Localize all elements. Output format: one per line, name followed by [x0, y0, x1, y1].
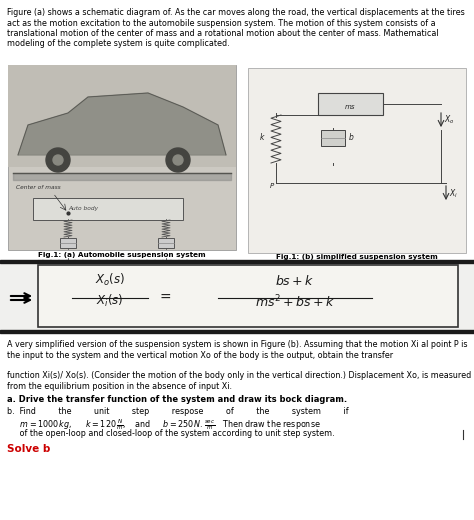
Text: of the open-loop and closed-loop of the system according to unit step system.: of the open-loop and closed-loop of the …: [7, 429, 335, 438]
Text: ms: ms: [345, 104, 355, 110]
Text: $ms^2 + bs + k$: $ms^2 + bs + k$: [255, 293, 335, 310]
Text: Figure (a) shows a schematic diagram of. As the car moves along the road, the ve: Figure (a) shows a schematic diagram of.…: [7, 8, 465, 17]
Bar: [8, 65, 236, 250]
Text: a. Drive the transfer function of the system and draw its bock diagram.: a. Drive the transfer function of the sy…: [7, 395, 347, 404]
Text: Fig.1: (b) simplified suspension system: Fig.1: (b) simplified suspension system: [276, 254, 438, 260]
Text: act as the motion excitation to the automobile suspension system. The motion of : act as the motion excitation to the auto…: [7, 19, 436, 28]
Bar: [33, 198, 183, 220]
Text: b.  Find         the         unit         step         respose         of       : b. Find the unit step respose of: [7, 407, 348, 416]
Text: A very simplified version of the suspension system is shown in Figure (b). Assum: A very simplified version of the suspens…: [7, 340, 467, 349]
Text: modeling of the complete system is quite complicated.: modeling of the complete system is quite…: [7, 40, 229, 48]
Text: P: P: [270, 183, 274, 189]
Text: function Xi(s)/ Xo(s). (Consider the motion of the body only in the vertical dir: function Xi(s)/ Xo(s). (Consider the mot…: [7, 371, 471, 381]
Text: $bs + k$: $bs + k$: [275, 274, 315, 288]
Text: $X_o(s)$: $X_o(s)$: [95, 272, 125, 288]
Circle shape: [173, 155, 183, 165]
Text: $X_i$: $X_i$: [449, 188, 458, 201]
Text: $m = 1000\,kg,$     $k = 120\,\frac{N}{m},$   and     $b = 250\,N.\frac{sec}{m}$: $m = 1000\,kg,$ $k = 120\,\frac{N}{m},$ …: [7, 418, 321, 433]
Bar: [0, 263, 474, 332]
Bar: [60, 238, 76, 248]
Circle shape: [53, 155, 63, 165]
Text: Solve b: Solve b: [7, 444, 50, 453]
Bar: [158, 238, 174, 248]
Text: =: =: [159, 291, 171, 305]
Bar: [0, 330, 474, 333]
Circle shape: [46, 148, 70, 172]
Bar: [318, 93, 383, 115]
Text: Center of mass: Center of mass: [16, 185, 61, 190]
Bar: [0, 260, 474, 263]
Bar: [321, 130, 345, 146]
Text: Fig.1: (a) Automobile suspension system: Fig.1: (a) Automobile suspension system: [38, 252, 206, 258]
Text: k: k: [260, 134, 264, 142]
Bar: [248, 68, 466, 253]
Bar: [38, 265, 458, 327]
Text: $X_i(s)$: $X_i(s)$: [96, 293, 124, 309]
Polygon shape: [18, 93, 226, 155]
Text: the input to the system and the vertical motion Xo of the body is the output, ob: the input to the system and the vertical…: [7, 350, 393, 359]
Text: from the equilibrium position in the absence of input Xi.: from the equilibrium position in the abs…: [7, 382, 232, 391]
Text: Auto body: Auto body: [68, 206, 98, 211]
Circle shape: [166, 148, 190, 172]
Text: $X_o$: $X_o$: [444, 113, 455, 125]
Text: translational motion of the center of mass and a rotational motion about the cen: translational motion of the center of ma…: [7, 29, 438, 38]
Bar: [8, 65, 236, 167]
Text: b: b: [349, 134, 354, 142]
